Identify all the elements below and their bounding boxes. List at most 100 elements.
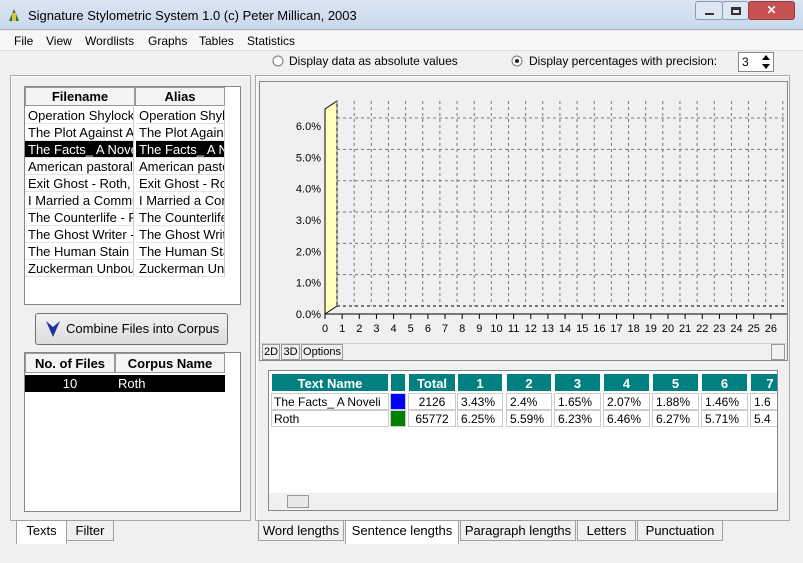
color-swatch [390,393,406,410]
file-cell[interactable]: Exit Ghost - Roth, [25,175,134,192]
menu-bar: File View Wordlists Graphs Tables Statistics [0,31,803,51]
button-icon [46,321,60,337]
file-cell[interactable]: The Counterlife [136,209,225,226]
x-tick-label: 15 [576,323,588,335]
combine-button[interactable]: Combine Files into Corpus [35,313,228,345]
file-cell[interactable]: The Facts_ A N [136,141,225,158]
file-list[interactable]: Filename Alias Operation Shylock Operation … [24,86,241,305]
precision-spinner[interactable]: 3 [738,52,774,72]
column-header: Alias [135,87,225,106]
x-tick-label: 4 [391,323,397,335]
tab[interactable]: Word lengths [258,520,344,541]
column-header: Corpus Name [115,353,225,373]
chart-control-tab[interactable]: Options [301,344,343,360]
color-swatch [390,410,406,427]
y-tick-label: 5.0% [296,152,321,164]
table-cell: 6.46% [603,410,650,427]
maximize-button[interactable] [722,1,749,20]
file-cell[interactable]: American pasto [136,158,225,175]
table-cell: 2.07% [603,393,650,410]
radio-button[interactable] [511,55,523,67]
table-cell: 3.43% [457,393,503,410]
file-cell[interactable]: Zuckerman Unl [136,260,225,277]
tab[interactable]: Texts [16,520,67,544]
chart-control-tab[interactable]: 2D [262,344,280,360]
tab[interactable]: Sentence lengths [345,520,459,544]
table-cell: 6.25% [457,410,503,427]
menu-item[interactable]: Wordlists [85,34,135,48]
x-tick-label: 17 [610,323,622,335]
header-cell [390,373,406,392]
table-cell: 65772 [408,410,456,427]
file-cell[interactable]: Zuckerman Unbou [25,260,134,277]
side-wall [324,100,338,315]
corpus-cell[interactable]: Roth [115,375,225,392]
menu-item[interactable]: Graphs [148,34,188,48]
file-cell[interactable]: The Plot Against A [25,124,134,141]
file-cell[interactable]: The Ghost Writer - [25,226,134,243]
header-cell: Total [408,373,456,392]
y-tick-label: 6.0% [296,121,321,133]
file-cell[interactable]: The Counterlife - R [25,209,134,226]
file-cell[interactable]: I Married a Commu [25,192,134,209]
radio-label: Display percentages with precision: [529,54,718,68]
menu-item[interactable]: View [46,34,72,48]
menu-item[interactable]: Statistics [247,34,296,48]
chart-control-tab[interactable]: 3D [281,344,300,360]
row-name: The Facts_ A Noveli [271,393,389,410]
x-tick-label: 20 [662,323,674,335]
table-cell: 6.27% [652,410,699,427]
file-cell[interactable]: The Human Stain - [25,243,134,260]
chart-scroll-arrow[interactable] [771,344,785,360]
x-tick-label: 21 [679,323,691,335]
tab[interactable]: Filter [66,520,114,541]
table-cell: 1.88% [652,393,699,410]
corpus-cell[interactable]: 10 [25,375,115,392]
header-cell: 3 [554,373,601,392]
file-cell[interactable]: Exit Ghost - Ro [136,175,225,192]
file-cell[interactable]: Operation Shyl [136,107,225,124]
chart-toolbar: 2D 3D Options [261,343,786,360]
row-name: Roth [271,410,389,427]
x-tick-label: 3 [373,323,379,335]
x-tick-label: 12 [525,323,537,335]
x-tick-label: 5 [408,323,414,335]
header-cell: 7 [750,373,777,392]
file-cell[interactable]: The Facts_ A Nove [25,141,134,158]
tab[interactable]: Letters [577,520,636,541]
file-cell[interactable]: American pastoral [25,158,134,175]
h-scrollbar[interactable] [269,493,777,510]
corpus-list[interactable]: No. of Files Corpus Name 10 Roth [24,352,241,512]
x-tick-label: 2 [356,323,362,335]
window-title: Signature Stylometric System 1.0 (c) Pet… [28,8,357,23]
x-tick-label: 0 [322,323,328,335]
x-tick-label: 6 [425,323,431,335]
menu-item[interactable]: Tables [199,34,234,48]
minimize-button[interactable] [695,1,723,20]
y-tick-label: 4.0% [296,184,321,196]
header-cell: 4 [603,373,650,392]
header-cell: 6 [701,373,748,392]
file-cell[interactable]: The Plot Again [136,124,225,141]
tab[interactable]: Punctuation [637,520,723,541]
left-panel [10,75,251,521]
file-cell[interactable]: Operation Shylock [25,107,134,124]
x-tick-label: 22 [696,323,708,335]
spinner-arrows [762,55,770,69]
table-cell: 5.59% [506,410,552,427]
tab[interactable]: Paragraph lengths [460,520,576,541]
x-tick-label: 7 [442,323,448,335]
file-cell[interactable]: I Married a Cor [136,192,225,209]
menu-item[interactable]: File [14,34,34,48]
y-tick-label: 2.0% [296,246,321,258]
radio-button[interactable] [272,55,284,67]
x-tick-label: 14 [559,323,571,335]
scroll-thumb[interactable] [287,495,309,508]
chart: 0.0%1.0%2.0%3.0%4.0%5.0%6.0%0 1 2 3 4 5 6 7 8 9 10… [296,100,787,335]
x-tick-label: 19 [645,323,657,335]
title-bar [0,0,803,30]
file-cell[interactable]: The Human Sta [136,243,225,260]
file-cell[interactable]: The Ghost Writ [136,226,225,243]
x-tick-label: 18 [628,323,640,335]
close-button[interactable]: ✕ [748,1,795,20]
